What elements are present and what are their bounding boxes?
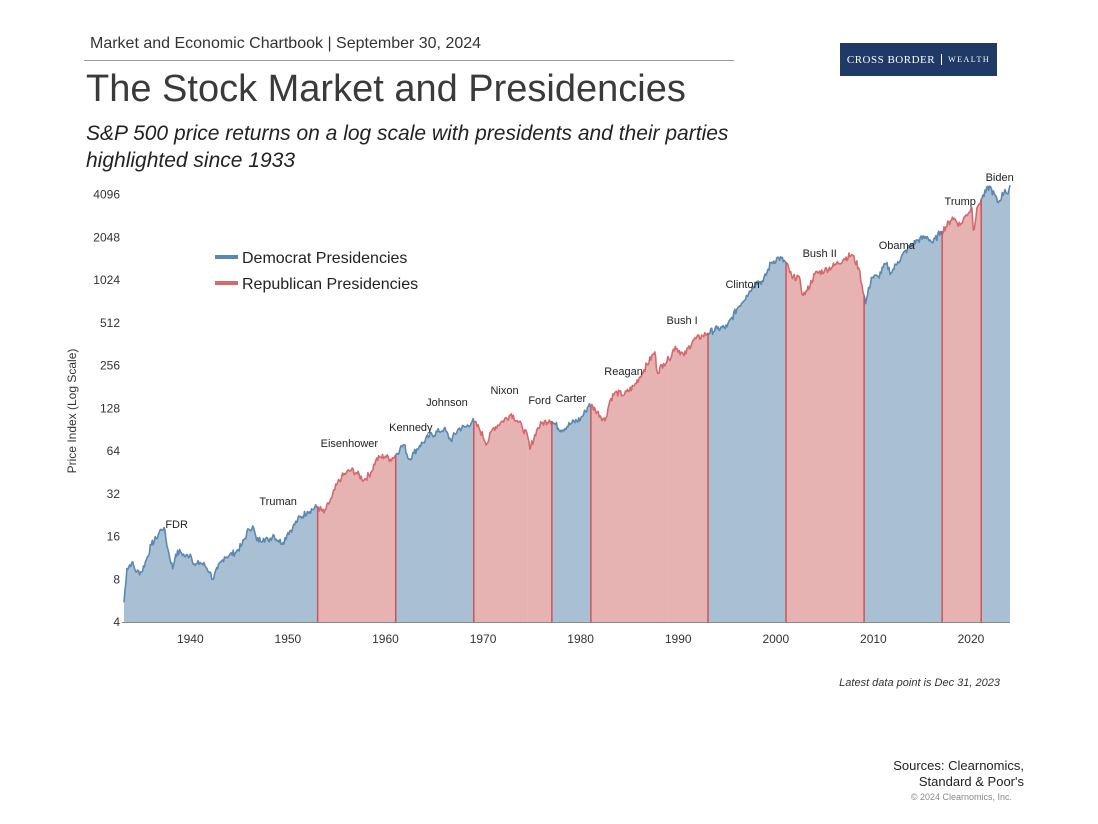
x-axis: 1940 1950 1960 1970 1980 1990 2000 2010 2020 xyxy=(122,622,1010,646)
x-tick-label: 2010 xyxy=(860,632,887,646)
page-title: The Stock Market and Presidencies xyxy=(86,68,686,110)
x-tick-label: 1970 xyxy=(470,632,497,646)
presidency-area-nixon xyxy=(473,413,528,622)
sources-line-1: Sources: Clearnomics, xyxy=(893,758,1024,773)
price-line-nixon xyxy=(473,413,529,446)
sources-line-2: Standard & Poor's xyxy=(918,774,1024,789)
price-line-obama xyxy=(863,230,943,305)
president-label-reagan: Reagan xyxy=(604,366,643,378)
header-divider xyxy=(84,60,734,61)
latest-data-note: Latest data point is Dec 31, 2023 xyxy=(839,677,1000,689)
presidency-area-obama xyxy=(864,231,943,622)
president-label-carter: Carter xyxy=(556,393,587,405)
price-line-johnson xyxy=(423,417,475,444)
y-tick-label: 512 xyxy=(100,316,120,330)
sources: Sources: Clearnomics, Standard & Poor's xyxy=(893,758,1024,790)
x-tick-label: 1980 xyxy=(567,632,594,646)
presidency-area-bush-i xyxy=(668,332,708,622)
chartbook-header: Market and Economic Chartbook | Septembe… xyxy=(90,35,482,52)
price-line-reagan xyxy=(590,351,670,422)
y-tick-label: 4 xyxy=(113,615,120,629)
y-tick-label: 32 xyxy=(107,487,121,501)
price-line-fdr xyxy=(123,526,243,603)
y-tick-label: 128 xyxy=(100,401,120,415)
president-label-obama: Obama xyxy=(879,240,916,252)
y-tick-label: 256 xyxy=(100,359,120,373)
president-label-kennedy: Kennedy xyxy=(389,422,433,434)
y-axis-label: Price Index (Log Scale) xyxy=(65,349,79,474)
presidency-area-ford xyxy=(527,420,552,622)
y-tick-label: 16 xyxy=(107,530,121,544)
y-tick-label: 1024 xyxy=(93,273,120,287)
president-label-ford: Ford xyxy=(528,395,551,407)
price-line-layer xyxy=(123,185,1011,603)
presidency-area-clinton xyxy=(708,256,786,622)
price-line-trump xyxy=(941,199,982,235)
legend-label: Democrat Presidencies xyxy=(242,250,407,267)
x-tick-label: 1940 xyxy=(177,632,204,646)
price-line-clinton xyxy=(707,256,787,336)
price-line-carter xyxy=(551,402,592,433)
price-line-biden xyxy=(980,185,1011,204)
presidency-area-johnson xyxy=(423,418,474,622)
x-tick-label: 1950 xyxy=(275,632,302,646)
logo-separator xyxy=(941,54,943,65)
president-label-trump: Trump xyxy=(945,196,976,208)
legend-label: Republican Presidencies xyxy=(242,276,418,293)
presidency-area-trump xyxy=(942,199,982,623)
logo-sub-text: WEALTH xyxy=(948,55,991,64)
presidency-area-truman xyxy=(242,504,318,622)
page-subtitle: S&P 500 price returns on a log scale wit… xyxy=(86,122,729,172)
price-line-eisenhower xyxy=(317,453,397,514)
presidency-area-carter xyxy=(551,403,591,622)
presidency-area-reagan xyxy=(590,351,669,622)
presidency-area-biden xyxy=(981,185,1010,622)
y-tick-label: 4096 xyxy=(93,188,120,202)
president-label-eisenhower: Eisenhower xyxy=(321,438,379,450)
y-tick-label: 8 xyxy=(113,572,120,586)
presidency-area-kennedy xyxy=(395,442,424,622)
president-label-bush-i: Bush I xyxy=(667,315,698,327)
presidency-area-fdr xyxy=(124,527,242,622)
x-tick-label: 1960 xyxy=(372,632,399,646)
party-areas xyxy=(124,185,1010,623)
president-label-biden: Biden xyxy=(986,172,1014,184)
presidency-area-eisenhower xyxy=(317,454,396,622)
president-label-bush-ii: Bush II xyxy=(803,248,837,260)
y-tick-label: 64 xyxy=(107,444,121,458)
president-labels: FDR Truman Eisenhower Kennedy Johnson Nixon Fo… xyxy=(165,172,1013,531)
x-tick-label: 2000 xyxy=(762,632,789,646)
president-label-truman: Truman xyxy=(259,496,297,508)
president-label-johnson: Johnson xyxy=(426,397,468,409)
price-line-kennedy xyxy=(395,441,425,461)
term-boundaries xyxy=(316,199,982,622)
price-line-truman xyxy=(241,504,318,546)
price-line-ford xyxy=(527,419,553,450)
x-tick-label: 1990 xyxy=(665,632,692,646)
y-axis: 4 8 16 32 64 128 256 512 1024 2048 4096 xyxy=(93,188,120,629)
price-line-bush-i xyxy=(668,331,709,362)
president-label-clinton: Clinton xyxy=(725,279,759,291)
copyright: © 2024 Clearnomics, Inc. xyxy=(910,792,1012,802)
logo-main-text: CROSS BORDER xyxy=(846,53,936,66)
x-tick-label: 2020 xyxy=(958,632,985,646)
cross-border-wealth-logo: CROSS BORDER WEALTH xyxy=(840,43,997,76)
price-line-bush-ii xyxy=(785,252,865,297)
chart-legend: Democrat Presidencies Republican Presiden… xyxy=(215,250,418,293)
presidency-area-bush-ii xyxy=(786,253,865,622)
y-tick-label: 2048 xyxy=(93,230,120,244)
president-label-nixon: Nixon xyxy=(490,385,518,397)
president-label-fdr: FDR xyxy=(165,519,188,531)
